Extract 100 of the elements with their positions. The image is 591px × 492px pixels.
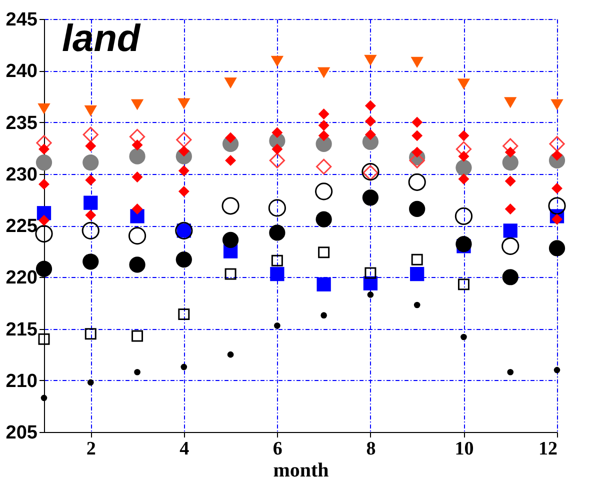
point	[504, 97, 517, 108]
point	[412, 116, 423, 128]
point	[176, 252, 192, 268]
point	[458, 130, 470, 142]
point	[458, 174, 470, 185]
point	[458, 150, 470, 162]
y-tick-label: 220	[6, 268, 38, 289]
point	[548, 197, 566, 215]
point	[271, 254, 283, 266]
point	[176, 132, 192, 148]
point	[409, 200, 426, 218]
point	[364, 116, 376, 127]
x-tick-label: 6	[272, 438, 282, 460]
y-tick-label: 210	[6, 370, 38, 392]
point	[362, 190, 379, 206]
point	[364, 100, 376, 112]
x-tick-label: 8	[366, 438, 376, 460]
y-tick-label: 215	[6, 319, 38, 340]
point	[315, 182, 333, 200]
point	[456, 236, 472, 252]
point	[85, 210, 96, 221]
point	[364, 267, 376, 279]
point	[38, 214, 50, 226]
point	[507, 368, 514, 376]
point	[502, 269, 518, 286]
y-tick-label: 205	[6, 422, 38, 444]
y-tick-label: 240	[6, 61, 38, 82]
y-tick-label: 230	[6, 164, 38, 186]
point	[316, 158, 332, 174]
point	[318, 130, 330, 142]
point	[549, 136, 565, 152]
point	[410, 266, 424, 282]
point	[84, 105, 97, 116]
point	[554, 366, 560, 374]
y-tick-label: 225	[6, 216, 38, 237]
point	[178, 308, 190, 320]
point	[410, 56, 424, 68]
point	[38, 178, 50, 190]
point	[87, 379, 94, 386]
point	[134, 368, 140, 376]
point	[132, 171, 143, 182]
point	[130, 99, 144, 110]
point	[504, 176, 516, 187]
point	[225, 154, 236, 166]
point	[269, 224, 286, 241]
point	[414, 302, 420, 308]
point	[82, 222, 100, 240]
point	[316, 211, 332, 228]
point	[227, 351, 234, 358]
point	[225, 132, 236, 144]
point	[364, 129, 376, 140]
point	[269, 152, 286, 168]
point	[270, 266, 284, 282]
point	[318, 108, 330, 120]
point	[132, 204, 143, 214]
point	[36, 260, 52, 277]
x-tick-label: 12	[538, 438, 558, 460]
point	[132, 139, 143, 150]
point	[552, 182, 562, 194]
point	[222, 197, 240, 215]
x-tick-label: 2	[86, 438, 96, 460]
point	[82, 154, 99, 171]
point	[40, 394, 48, 402]
point	[320, 312, 327, 318]
point	[85, 174, 96, 186]
point	[502, 237, 520, 255]
point	[180, 364, 188, 370]
point	[408, 173, 426, 191]
point	[35, 224, 53, 243]
y-tick-label: 245	[6, 10, 38, 30]
point	[36, 154, 52, 171]
point	[460, 334, 467, 340]
point	[129, 256, 146, 273]
point	[178, 186, 190, 197]
point	[318, 246, 330, 258]
point	[132, 330, 144, 342]
point	[318, 120, 330, 131]
point	[270, 56, 284, 67]
point	[128, 227, 146, 245]
point	[178, 165, 190, 176]
point	[412, 130, 423, 142]
point	[222, 232, 239, 248]
point	[502, 154, 518, 171]
point	[38, 333, 50, 345]
point	[363, 276, 378, 290]
point	[458, 278, 470, 290]
x-tick-label: 4	[180, 438, 190, 460]
point	[272, 127, 283, 138]
point	[364, 54, 377, 66]
y-tick-label: 235	[6, 112, 38, 134]
point	[224, 78, 237, 88]
point	[457, 78, 470, 90]
x-axis-title: month	[273, 460, 329, 482]
point	[82, 126, 98, 142]
point	[84, 328, 96, 340]
point	[84, 196, 98, 210]
point	[411, 254, 423, 266]
point	[316, 277, 331, 292]
annotation: land	[62, 18, 141, 60]
point	[367, 292, 374, 298]
